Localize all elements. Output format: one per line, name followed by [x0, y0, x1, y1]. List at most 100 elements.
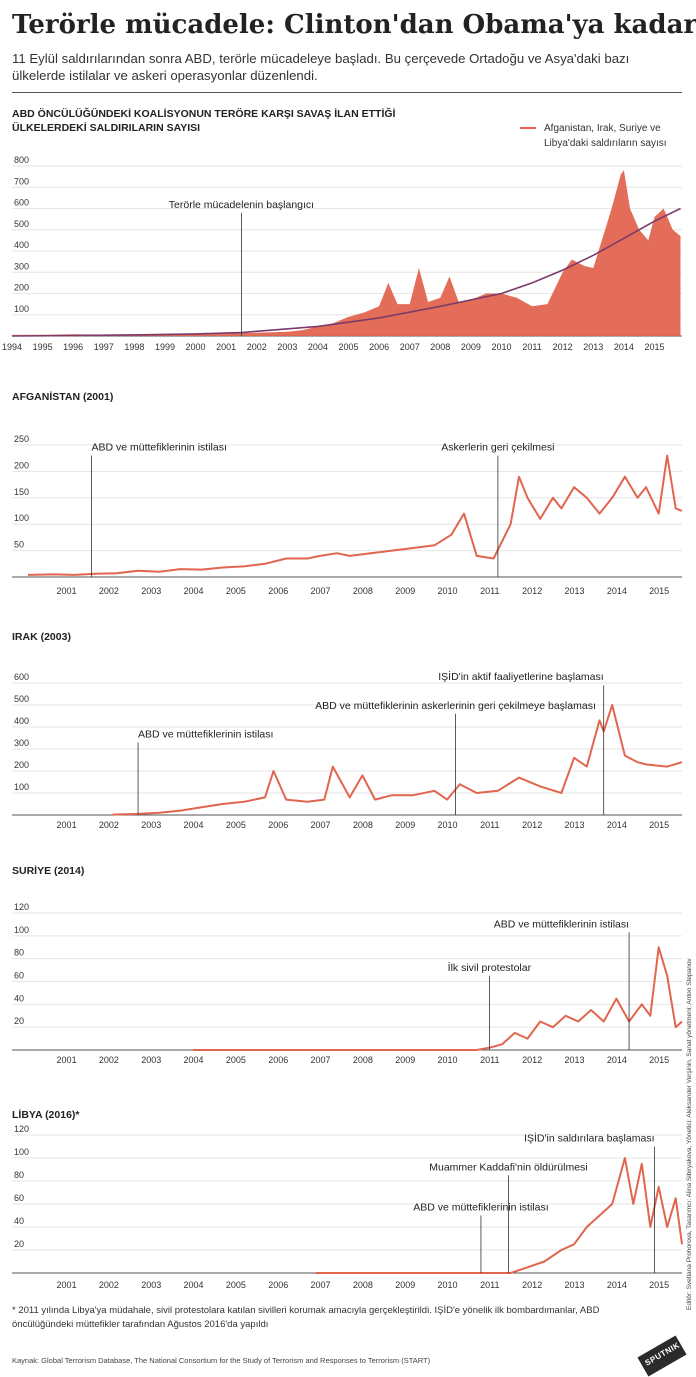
x-tick-label: 2004 [184, 1280, 204, 1290]
x-tick-label: 2010 [438, 1055, 458, 1065]
y-tick-label: 120 [14, 1124, 29, 1134]
x-tick-label: 2015 [644, 342, 664, 352]
x-tick-label: 2000 [186, 342, 206, 352]
annotation-label: Terörle mücadelenin başlangıcı [169, 199, 314, 211]
x-tick-label: 1999 [155, 342, 175, 352]
x-tick-label: 2014 [607, 586, 627, 596]
x-tick-label: 2011 [480, 1055, 499, 1065]
x-tick-label: 2001 [57, 1280, 77, 1290]
x-tick-label: 1996 [63, 342, 83, 352]
x-tick-label: 2003 [277, 342, 297, 352]
series-area [12, 170, 681, 336]
x-tick-label: 2011 [480, 586, 499, 596]
x-tick-label: 2001 [57, 1055, 77, 1065]
x-tick-label: 2013 [565, 1280, 585, 1290]
x-tick-label: 2007 [311, 1055, 331, 1065]
x-tick-label: 2013 [583, 342, 603, 352]
x-tick-label: 2007 [400, 342, 420, 352]
x-tick-label: 2006 [268, 1280, 288, 1290]
x-tick-label: 2009 [395, 1055, 415, 1065]
x-tick-label: 2014 [607, 1280, 627, 1290]
y-tick-label: 20 [14, 1016, 24, 1026]
x-tick-label: 2002 [99, 820, 119, 830]
x-tick-label: 2003 [141, 1280, 161, 1290]
annotation-label: IŞİD'in aktif faaliyetlerine başlaması [438, 670, 603, 683]
x-tick-label: 2008 [353, 820, 373, 830]
y-tick-label: 100 [14, 304, 29, 314]
annotation-label: ABD ve müttefiklerinin istilası [138, 728, 273, 740]
x-tick-label: 2008 [353, 1055, 373, 1065]
x-tick-label: 2015 [649, 1055, 669, 1065]
x-tick-label: 2007 [311, 1280, 331, 1290]
y-tick-label: 40 [14, 1216, 24, 1226]
y-tick-label: 500 [14, 694, 29, 704]
y-tick-label: 80 [14, 1170, 24, 1180]
series-line [27, 454, 683, 576]
trend-line [11, 207, 681, 337]
x-tick-label: 2002 [99, 1280, 119, 1290]
x-tick-label: 2009 [395, 820, 415, 830]
page-subtitle: 11 Eylül saldırılarından sonra ABD, terö… [12, 51, 630, 83]
chart-title-afghanistan: AFGANİSTAN (2001) [12, 391, 114, 403]
header-divider [12, 92, 682, 93]
x-tick-label: 2011 [480, 1280, 499, 1290]
x-tick-label: 2008 [430, 342, 450, 352]
x-tick-label: 2014 [607, 1055, 627, 1065]
y-tick-label: 150 [14, 487, 29, 497]
x-tick-label: 2002 [99, 1055, 119, 1065]
y-tick-label: 700 [14, 176, 29, 186]
annotation-label: ABD ve müttefiklerinin istilası [413, 1202, 548, 1214]
annotation-label: Muammer Kaddafi'nin öldürülmesi [429, 1161, 587, 1173]
x-tick-label: 2005 [339, 342, 359, 352]
y-tick-label: 20 [14, 1239, 24, 1249]
source: Kaynak: Global Terrorism Database, The N… [12, 1356, 431, 1365]
legend-label: Afganistan, Irak, Suriye ve Libya'daki s… [544, 123, 667, 149]
chart-title-syria: SURİYE (2014) [12, 865, 85, 877]
annotation-label: ABD ve müttefiklerinin askerlerinin geri… [315, 700, 596, 712]
y-tick-label: 800 [14, 155, 29, 165]
chart-afghanistan: 250 200 150 100 50 2001 2002 2003 2004 2005 2006 20… [12, 434, 683, 596]
x-tick-label: 1998 [124, 342, 144, 352]
x-tick-label: 2005 [226, 820, 246, 830]
x-tick-label: 2004 [184, 820, 204, 830]
x-tick-label: 2001 [57, 820, 77, 830]
x-tick-label: 2014 [607, 820, 627, 830]
y-tick-label: 200 [14, 283, 29, 293]
x-tick-label: 2002 [99, 586, 119, 596]
x-tick-label: 2004 [308, 342, 328, 352]
y-tick-label: 400 [14, 716, 29, 726]
x-tick-label: 2011 [522, 342, 541, 352]
y-tick-label: 50 [14, 540, 24, 550]
x-tick-label: 2010 [438, 586, 458, 596]
x-tick-label: 1997 [94, 342, 114, 352]
x-tick-label: 2013 [565, 586, 585, 596]
page-title: Terörle mücadele: Clinton'dan Obama'ya k… [12, 10, 696, 40]
y-tick-label: 60 [14, 971, 24, 981]
x-tick-label: 2015 [649, 1280, 669, 1290]
x-tick-label: 2014 [614, 342, 634, 352]
sputnik-logo: SPUTNIK [637, 1335, 687, 1377]
x-tick-label: 2015 [649, 586, 669, 596]
x-tick-label: 2006 [268, 586, 288, 596]
chart-title-iraq: IRAK (2003) [12, 631, 71, 643]
chart-title-libya: LİBYA (2016)* [12, 1109, 80, 1121]
x-tick-label: 2015 [649, 820, 669, 830]
x-tick-label: 2013 [565, 1055, 585, 1065]
chart-libya: 120 100 80 60 40 20 2001 2002 2003 2004 2005 2006 20… [12, 1124, 683, 1290]
x-tick-label: 2010 [491, 342, 511, 352]
x-tick-label: 2009 [395, 586, 415, 596]
y-tick-label: 100 [14, 513, 29, 523]
x-tick-label: 2007 [311, 820, 331, 830]
footnote: * 2011 yılında Libya'ya müdahale, sivil … [12, 1305, 600, 1330]
annotation-label: Askerlerin geri çekilmesi [441, 442, 554, 454]
annotation-label: ABD ve müttefiklerinin istilası [91, 442, 226, 454]
series-line [112, 704, 683, 816]
chart-syria: 120 100 80 60 40 20 2001 2002 2003 2004 2005 2006 20… [12, 902, 683, 1065]
y-tick-label: 100 [14, 782, 29, 792]
x-tick-label: 2008 [353, 1280, 373, 1290]
y-tick-label: 80 [14, 948, 24, 958]
x-tick-label: 2004 [184, 586, 204, 596]
series-line [193, 946, 683, 1051]
x-tick-label: 2005 [226, 1055, 246, 1065]
x-tick-label: 2001 [216, 342, 236, 352]
